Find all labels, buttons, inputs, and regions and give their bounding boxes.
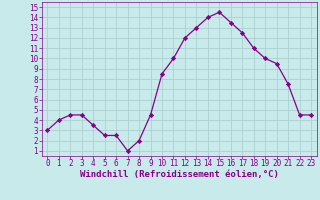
X-axis label: Windchill (Refroidissement éolien,°C): Windchill (Refroidissement éolien,°C) <box>80 170 279 179</box>
